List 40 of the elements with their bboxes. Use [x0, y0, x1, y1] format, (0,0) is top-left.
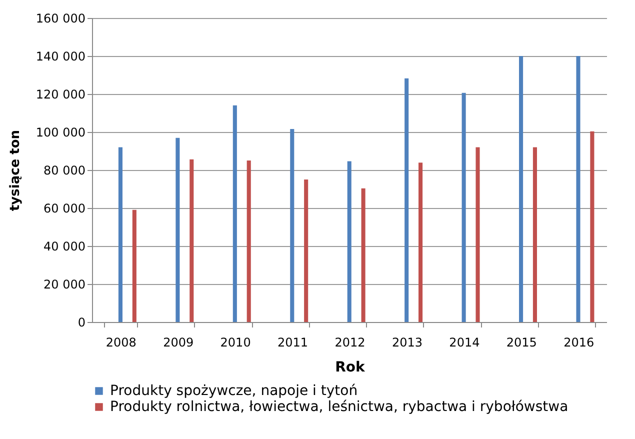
x-tick-label: 2011 — [278, 336, 308, 350]
bar — [246, 160, 251, 322]
bar — [304, 180, 308, 322]
legend-label: Produkty spożywcze, napoje i tytoń — [110, 383, 358, 399]
y-tick-label: 20 000 — [44, 278, 86, 292]
legend-label: Produkty rolnictwa, łowiectwa, leśnictwa, rybactwa i rybołówstwa — [110, 399, 568, 415]
x-tick-label: 2009 — [163, 336, 194, 350]
y-axis-title: tysiące ton — [8, 130, 23, 212]
x-tick-label: 2010 — [220, 336, 251, 350]
bar — [176, 138, 180, 322]
bar — [132, 210, 136, 322]
y-tick-label: 140 000 — [36, 50, 86, 64]
bar — [418, 162, 423, 322]
bar — [404, 78, 409, 322]
bar — [290, 128, 294, 322]
x-tick-label: 2012 — [334, 336, 366, 350]
bar — [590, 131, 594, 322]
y-tick-label: 60 000 — [44, 202, 86, 216]
y-tick-label: 100 000 — [36, 126, 86, 140]
x-axis-title: Rok — [335, 360, 366, 376]
y-tick-label: 160 000 — [36, 12, 86, 26]
y-tick-label: 120 000 — [36, 88, 86, 102]
y-tick-label: 0 — [78, 316, 86, 330]
bar — [232, 105, 237, 322]
x-tick-label: 2008 — [106, 336, 136, 350]
y-tick-label: 80 000 — [44, 164, 86, 178]
bar — [361, 188, 366, 322]
bar — [532, 147, 537, 322]
bar — [476, 147, 480, 322]
x-tick-label: 2015 — [506, 336, 537, 350]
bar — [576, 56, 580, 322]
bar — [190, 159, 194, 322]
bar — [118, 147, 122, 322]
x-tick-label: 2013 — [392, 336, 422, 350]
y-tick-label: 40 000 — [44, 240, 86, 254]
bar — [347, 161, 352, 322]
x-tick-label: 2016 — [564, 336, 594, 350]
x-tick-label: 2014 — [449, 336, 480, 350]
bar — [462, 92, 466, 322]
bar — [519, 56, 524, 322]
